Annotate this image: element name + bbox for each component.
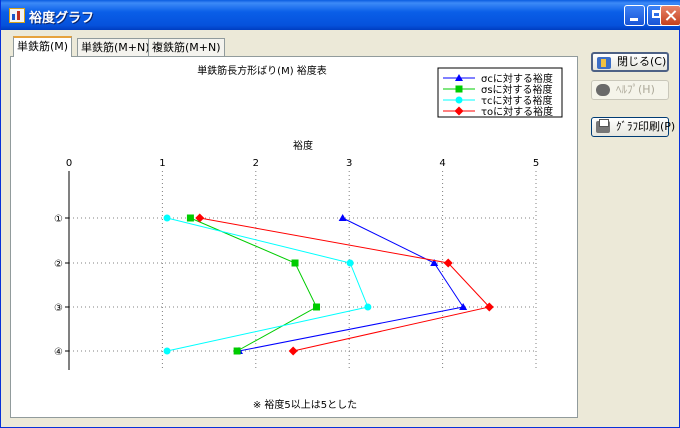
series-line <box>166 217 369 352</box>
data-point-diamond <box>443 258 453 268</box>
legend-label: τoに対する裕度 <box>481 105 553 118</box>
minimize-button[interactable] <box>624 5 645 26</box>
x-tick-label: 4 <box>439 158 445 169</box>
x-tick-label: 2 <box>253 158 259 169</box>
title-bar[interactable]: 裕度グラフ <box>1 0 680 30</box>
print-button-label: ｸﾞﾗﾌ印刷(P) <box>616 120 676 133</box>
data-point-diamond <box>288 346 298 356</box>
data-point-diamond <box>454 106 464 116</box>
category-label: ③ <box>54 303 63 314</box>
data-point-triangle <box>430 259 439 266</box>
series-lines <box>163 213 494 356</box>
x-tick-label: 1 <box>159 158 165 169</box>
x-tick-label: 0 <box>66 158 72 169</box>
chart-area: 単鉄筋長方形ばり(M) 裕度表 裕度 ※ 裕度5以上は5とした 0 1 2 3 4 5 ① ②… <box>15 60 569 415</box>
window-title: 裕度グラフ <box>29 11 95 26</box>
category-label: ① <box>54 214 63 225</box>
legend-label: τcに対する裕度 <box>481 94 553 107</box>
data-point-square <box>455 85 463 93</box>
data-point-triangle <box>459 303 468 310</box>
help-book-icon <box>596 84 610 96</box>
legend-label: σsに対する裕度 <box>481 83 553 96</box>
data-point-circle <box>163 214 171 222</box>
chart-app-icon <box>9 8 25 23</box>
data-point-circle <box>364 303 372 311</box>
margin-chart: 単鉄筋長方形ばり(M) 裕度表 裕度 ※ 裕度5以上は5とした 0 1 2 3 4 5 ① ②… <box>54 64 563 411</box>
tab-single-rebar-m[interactable]: 単鉄筋(M) <box>13 36 73 57</box>
data-point-square <box>186 214 194 222</box>
data-point-circle <box>346 259 354 267</box>
close-button-label: 閉じる(C) <box>617 55 667 68</box>
data-point-diamond <box>484 302 494 312</box>
data-point-triangle <box>338 214 347 221</box>
data-point-square <box>233 347 241 355</box>
help-button[interactable]: ﾍﾙﾌﾟ(H) <box>591 80 669 100</box>
legend-label: σcに対する裕度 <box>481 72 553 85</box>
grid-lines <box>69 171 537 370</box>
data-point-square <box>291 259 299 267</box>
x-tick-label: 5 <box>533 158 539 169</box>
data-point-triangle <box>455 74 463 81</box>
help-button-label: ﾍﾙﾌﾟ(H) <box>616 83 655 96</box>
data-point-square <box>313 303 321 311</box>
category-label: ④ <box>54 347 63 358</box>
exit-door-icon <box>597 57 611 69</box>
x-tick-label: 3 <box>346 158 352 169</box>
tab-double-rebar-mn[interactable]: 複鉄筋(M+N) <box>148 38 225 56</box>
x-axis-label: 裕度 <box>293 139 313 152</box>
axes: 0 1 2 3 4 5 ① ② ③ ④ <box>54 158 539 370</box>
close-window-button[interactable] <box>660 5 680 26</box>
data-point-diamond <box>195 213 205 223</box>
data-point-circle <box>163 347 171 355</box>
data-point-circle <box>455 96 463 104</box>
chart-note: ※ 裕度5以上は5とした <box>253 398 357 411</box>
printer-icon <box>596 119 610 133</box>
print-graph-button[interactable]: ｸﾞﾗﾌ印刷(P) <box>591 117 675 137</box>
chart-title: 単鉄筋長方形ばり(M) 裕度表 <box>197 64 327 77</box>
category-label: ② <box>54 259 63 270</box>
series-line <box>190 217 318 352</box>
series-line <box>199 217 491 352</box>
tab-single-rebar-mn[interactable]: 単鉄筋(M+N) <box>77 38 154 56</box>
close-button[interactable]: 閉じる(C) <box>591 52 669 72</box>
series-line <box>238 217 464 352</box>
